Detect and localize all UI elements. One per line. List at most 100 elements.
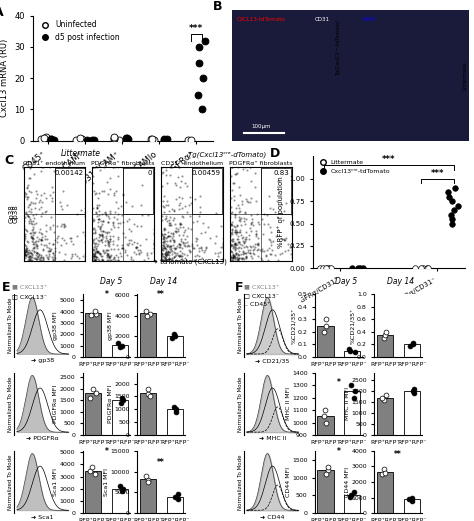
Point [195,43,202,51]
Point [93,163,100,171]
Point [176,243,183,251]
Point [95,218,102,226]
Point [267,228,274,236]
Point [105,254,112,262]
X-axis label: ➜ PDGFRα: ➜ PDGFRα [27,437,59,441]
Point [137,222,145,231]
Point [47,245,55,253]
Point [167,246,174,255]
Point [40,246,47,254]
Point [162,212,170,220]
Point [89,215,97,224]
Point [97,250,104,258]
Point [27,215,34,224]
Point [78,134,86,143]
Point [28,245,36,254]
Point [68,250,75,258]
Point [197,243,204,252]
Point [23,208,30,217]
Point [90,252,98,260]
Point [29,225,36,233]
Point [32,237,40,245]
Point [160,235,168,243]
Point [171,245,179,253]
Point [260,220,267,229]
Point [94,221,101,230]
Point [20,248,28,256]
Title: CD31⁺ endothelium: CD31⁺ endothelium [161,162,223,166]
Point [89,204,97,212]
Point [163,179,171,188]
Y-axis label: Normalized To Mode: Normalized To Mode [238,454,243,510]
Point [44,247,52,255]
Point [157,241,165,249]
Point [100,249,108,257]
Point [104,246,112,254]
Point [246,163,254,171]
Point [103,253,110,262]
Bar [112,400,128,435]
Point [178,255,185,264]
Point [91,252,99,260]
Point [231,242,238,251]
Point [232,228,240,236]
Bar [140,479,156,513]
Point [227,229,234,238]
Point [252,197,259,206]
Point [160,241,167,249]
Text: 0.83: 0.83 [274,169,290,176]
Point [324,463,331,471]
Point [178,204,185,212]
Point [104,237,112,245]
Point [43,235,51,244]
Point [33,189,40,197]
Point [93,212,101,220]
Point [46,247,54,255]
Point [98,232,106,241]
Point [150,244,157,253]
Point [172,405,180,414]
Point [54,238,61,246]
Point [105,242,112,250]
Point [98,231,106,240]
Point [96,225,104,233]
Point [119,190,127,199]
Point [410,384,418,393]
Point [30,170,38,178]
Point [162,237,169,245]
Point [179,223,187,231]
Point [166,255,173,264]
Point [37,253,45,261]
Point [29,240,36,248]
Point [171,332,179,340]
Point [249,249,257,257]
Point [26,252,33,260]
Point [163,197,171,205]
Point [32,255,40,263]
Point [99,220,106,228]
Point [213,208,220,217]
Point [196,192,204,201]
Point [178,249,185,257]
Point [24,181,32,190]
Point [167,221,174,229]
Point [187,247,194,255]
Point [109,240,117,248]
Point [378,470,386,478]
Point [350,393,357,402]
Point [123,134,131,142]
Point [76,133,84,142]
Point [288,174,295,182]
Point [25,256,33,265]
Point [230,252,237,260]
Point [24,212,31,220]
Point [448,219,456,228]
Point [281,247,289,255]
Point [27,253,35,262]
Point [89,246,97,254]
Point [185,136,192,144]
Point [242,254,250,262]
Point [160,233,168,242]
Point [280,163,287,171]
Point [33,242,41,251]
